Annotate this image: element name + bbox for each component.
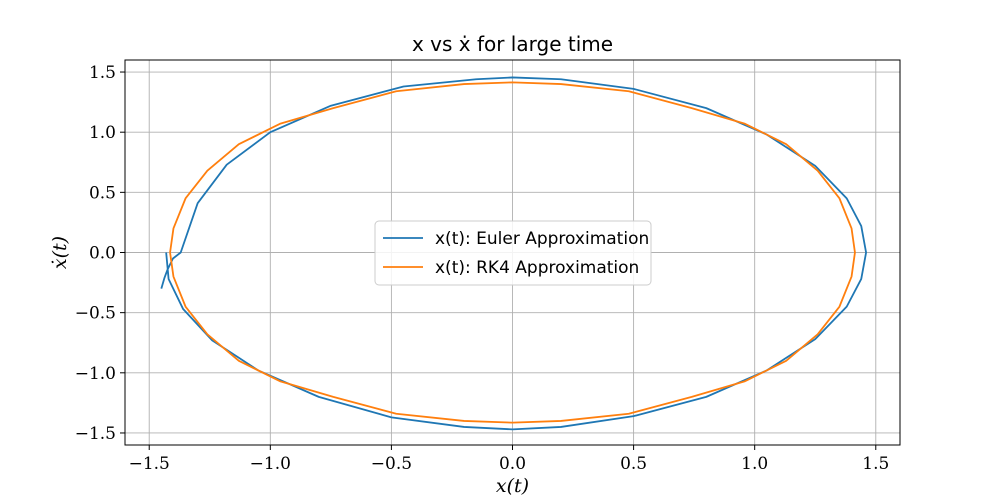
ticks: −1.5 −1.0 −0.5 0.0 0.5 1.0 1.5 −1.5 −1.0 −0.5 0.0 0…: [75, 63, 890, 474]
x-tick-label: 1.5: [862, 454, 889, 474]
y-tick-label: 1.5: [89, 63, 116, 83]
y-tick-label: −0.5: [75, 304, 116, 324]
legend-label: x(t): RK4 Approximation: [435, 258, 639, 278]
x-tick-label: 0.5: [620, 454, 647, 474]
series-line-euler: [160, 76, 867, 431]
legend-box: [374, 220, 652, 286]
legend-label: x(t): Euler Approximation: [435, 229, 649, 249]
x-tick-label: −1.5: [129, 454, 170, 474]
series-line-rk4: [169, 81, 856, 424]
y-axis-label: ẋ(t): [49, 236, 71, 269]
y-tick-label: 0.5: [89, 183, 116, 203]
x-axis-label: x(t): [496, 475, 529, 497]
chart-title: x vs ẋ for large time: [412, 32, 613, 56]
y-tick-label: −1.5: [75, 424, 116, 444]
x-tick-label: −1.0: [250, 454, 291, 474]
x-tick-label: 0.0: [499, 454, 526, 474]
y-tick-label: −1.0: [75, 364, 116, 384]
x-tick-label: −0.5: [371, 454, 412, 474]
y-tick-label: 1.0: [89, 123, 116, 143]
legend: x(t): Euler Approximation x(t): RK4 Appro…: [374, 220, 652, 286]
series-layer: [160, 76, 867, 431]
x-tick-label: 1.0: [741, 454, 768, 474]
y-tick-label: 0.0: [89, 244, 116, 264]
